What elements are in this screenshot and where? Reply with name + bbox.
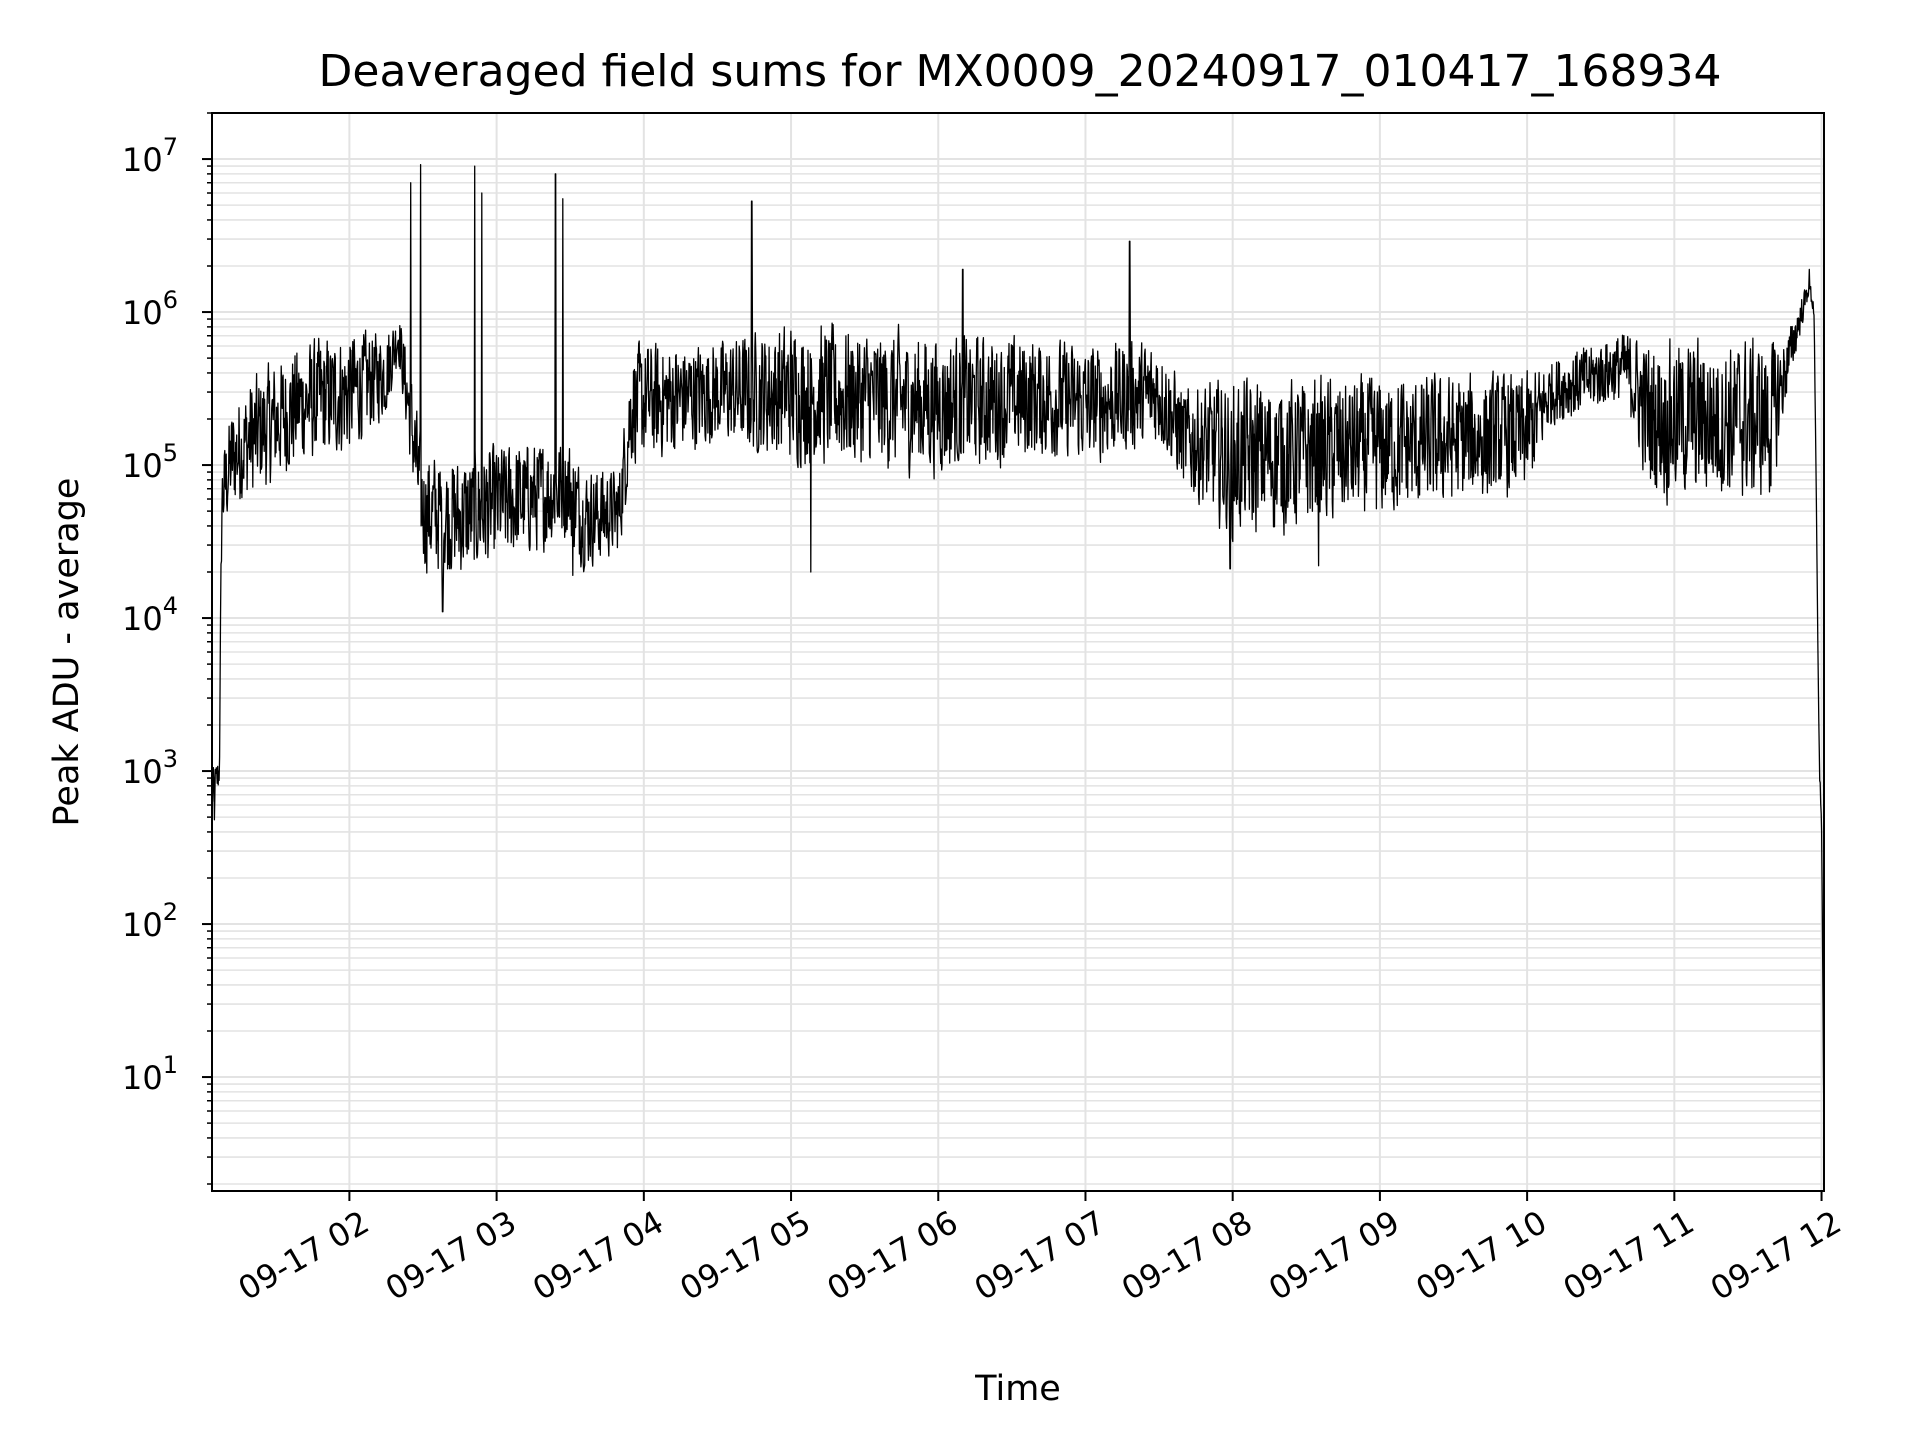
grid (212, 112, 1824, 1191)
series (211, 163, 1825, 1138)
series-line (211, 163, 1825, 1138)
y-tick-label: 107 (122, 133, 178, 179)
y-axis-label: Peak ADU - average (47, 478, 87, 827)
y-axis: 101 102 103 104 105 106 107 (122, 112, 212, 1185)
y-tick-label: 106 (122, 286, 178, 332)
y-tick-label: 102 (122, 898, 178, 944)
x-axis-label: Time (974, 1369, 1061, 1409)
y-tick-label: 104 (122, 592, 178, 638)
chart-title: Deaveraged field sums for MX0009_2024091… (319, 46, 1722, 97)
y-tick-label: 103 (122, 745, 178, 791)
y-tick-label: 105 (122, 439, 178, 485)
y-tick-label: 101 (122, 1051, 178, 1097)
